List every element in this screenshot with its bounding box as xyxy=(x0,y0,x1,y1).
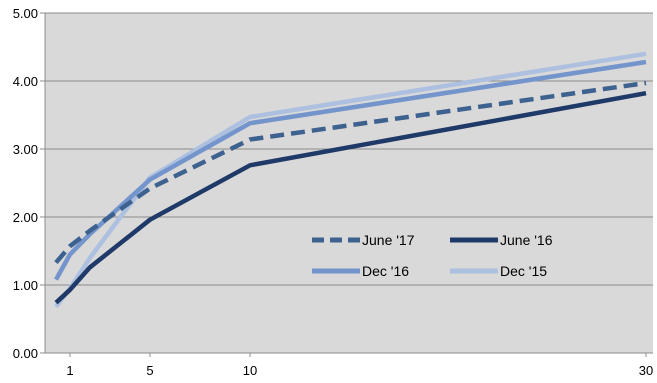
y-tick-label: 0.00 xyxy=(13,346,38,361)
legend-label: June '16 xyxy=(500,232,553,248)
y-tick-label: 1.00 xyxy=(13,278,38,293)
x-tick-label: 1 xyxy=(66,363,73,378)
y-tick-label: 4.00 xyxy=(13,74,38,89)
x-tick-label: 10 xyxy=(243,363,257,378)
legend: June '17 June '16 Dec '16 Dec '15 xyxy=(312,232,553,279)
legend-label: Dec '16 xyxy=(362,263,409,279)
y-tick-label: 3.00 xyxy=(13,142,38,157)
plot-area xyxy=(45,13,653,353)
x-tick-label: 5 xyxy=(146,363,153,378)
axes: 0.00 1.00 2.00 3.00 4.00 5.00 1 5 10 30 xyxy=(13,6,654,378)
y-tick-label: 5.00 xyxy=(13,6,38,21)
legend-label: June '17 xyxy=(362,232,415,248)
series-line xyxy=(54,90,647,305)
legend-label: Dec '15 xyxy=(500,263,547,279)
y-tick-label: 2.00 xyxy=(13,210,38,225)
series-lines xyxy=(54,51,647,309)
x-tick-label: 30 xyxy=(639,363,653,378)
series-line xyxy=(54,80,647,265)
